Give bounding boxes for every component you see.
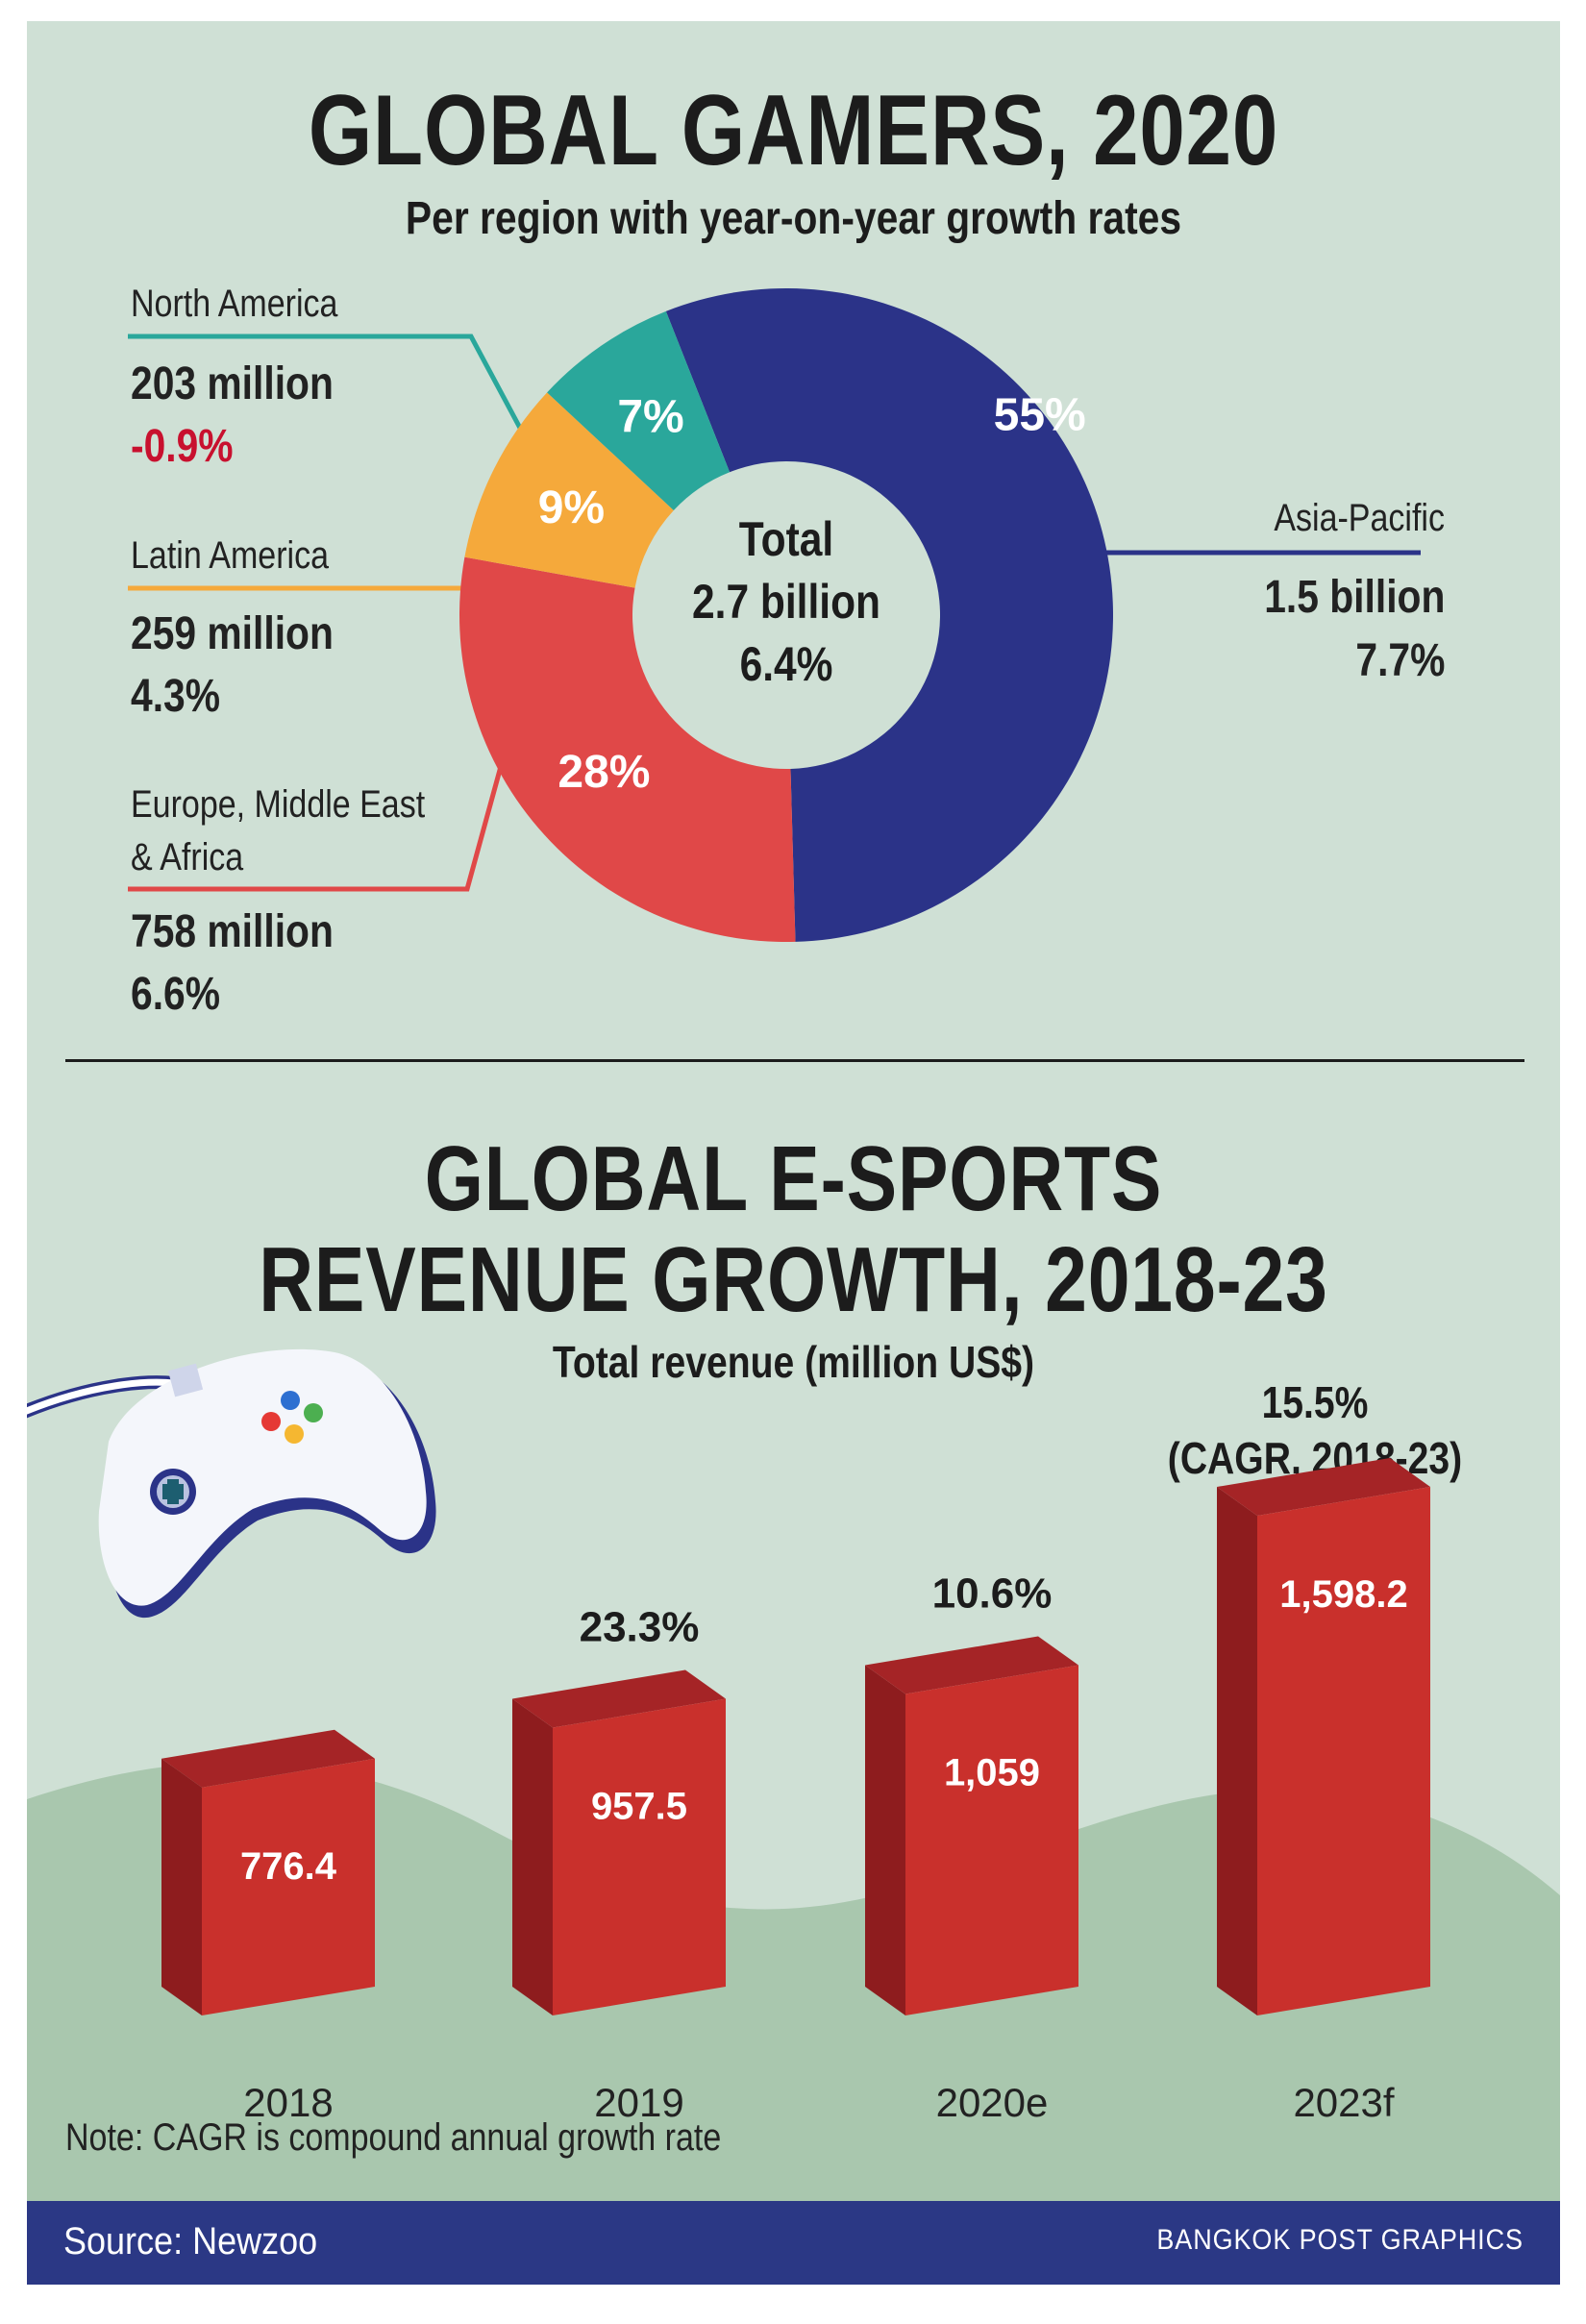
bar-value-label: 957.5 bbox=[591, 1785, 687, 1827]
latin-america-value: 259 million bbox=[131, 608, 334, 659]
latin-america-growth: 4.3% bbox=[131, 671, 220, 722]
donut-slice-asia-pacific bbox=[665, 288, 1113, 942]
bar-top bbox=[512, 1669, 726, 1728]
donut-title: GLOBAL GAMERS, 2020 bbox=[308, 75, 1279, 186]
asia-pacific-growth: 7.7% bbox=[1355, 635, 1445, 686]
emea-leader-line bbox=[128, 741, 510, 892]
donut-slice-north-america bbox=[547, 310, 731, 510]
latin-america-label: Latin America bbox=[131, 534, 329, 577]
asia-pacific-label: Asia-Pacific bbox=[1274, 497, 1445, 539]
x-tick-label: 2020e bbox=[936, 2080, 1049, 2125]
growth-label: 10.6% bbox=[932, 1570, 1053, 1618]
donut-slice-europe-middle-east-africa bbox=[458, 556, 796, 942]
publisher-credit: BANGKOK POST GRAPHICS bbox=[1156, 2224, 1524, 2256]
bar-side bbox=[865, 1665, 905, 2015]
bar-side bbox=[1217, 1487, 1257, 2015]
bar-subtitle: Total revenue (million US$) bbox=[552, 1337, 1035, 1387]
bar-value-label: 1,598.2 bbox=[1279, 1573, 1407, 1616]
donut-pct-label: 55% bbox=[994, 390, 1086, 441]
emea-label: Europe, Middle East bbox=[131, 783, 426, 826]
bar-chart: 776.4 2018 957.5 2019 23.3% 1,059 2020e 10.6% 1,… bbox=[27, 1348, 1560, 2201]
north-america-label: North America bbox=[131, 283, 338, 325]
bar-2018 bbox=[202, 1758, 375, 2015]
bar-2019 bbox=[553, 1698, 726, 2015]
donut-subtitle: Per region with year-on-year growth rate… bbox=[405, 193, 1182, 244]
bar-2020e bbox=[905, 1665, 1078, 2015]
donut-chart: 55% 28% 9%7% bbox=[128, 288, 1421, 942]
asia-pacific-value: 1.5 billion bbox=[1263, 572, 1445, 623]
donut-center-total: Total bbox=[738, 512, 834, 566]
donut-center-growth: 6.4% bbox=[739, 637, 833, 691]
section-divider bbox=[65, 1059, 1524, 1062]
emea-value: 758 million bbox=[131, 906, 334, 957]
bar-side bbox=[512, 1698, 553, 2015]
growth-label: 23.3% bbox=[580, 1603, 700, 1650]
cagr-value: 15.5% bbox=[1261, 1377, 1369, 1427]
bar-2023f bbox=[1257, 1487, 1430, 2015]
donut-center-value: 2.7 billion bbox=[691, 575, 881, 629]
infographic-poster: GLOBAL GAMERS, 2020 Per region with year… bbox=[27, 21, 1560, 2285]
source-credit: Source: Newzoo bbox=[63, 2220, 318, 2262]
bar-title-line1: GLOBAL E-SPORTS bbox=[424, 1127, 1163, 1230]
north-america-growth: -0.9% bbox=[131, 421, 234, 472]
game-controller-icon bbox=[27, 1348, 436, 1619]
bar-title-line2: REVENUE GROWTH, 2018-23 bbox=[259, 1228, 1328, 1331]
footer-bar: Source: Newzoo BANGKOK POST GRAPHICS bbox=[27, 2201, 1560, 2285]
emea-growth: 6.6% bbox=[131, 969, 220, 1020]
north-america-value: 203 million bbox=[131, 358, 334, 409]
bar-value-label: 776.4 bbox=[240, 1845, 337, 1888]
donut-pct-label: 9% bbox=[538, 482, 605, 533]
bar-top bbox=[865, 1636, 1078, 1694]
donut-slice-latin-america bbox=[464, 392, 674, 588]
bar-top bbox=[1217, 1458, 1430, 1516]
north-america-leader-line bbox=[128, 334, 539, 460]
x-tick-label: 2019 bbox=[594, 2080, 683, 2125]
bar-value-label: 1,059 bbox=[944, 1752, 1040, 1794]
bar-top bbox=[161, 1729, 375, 1788]
donut-pct-label: 7% bbox=[617, 392, 683, 443]
background-hills bbox=[27, 1762, 1560, 2201]
donut-pct-label: 28% bbox=[558, 747, 650, 798]
x-tick-label: 2023f bbox=[1293, 2080, 1394, 2125]
x-tick-label: 2018 bbox=[243, 2080, 333, 2125]
bar-side bbox=[161, 1758, 202, 2015]
cagr-note: Note: CAGR is compound annual growth rat… bbox=[65, 2116, 722, 2159]
emea-label-line2: & Africa bbox=[131, 836, 244, 878]
